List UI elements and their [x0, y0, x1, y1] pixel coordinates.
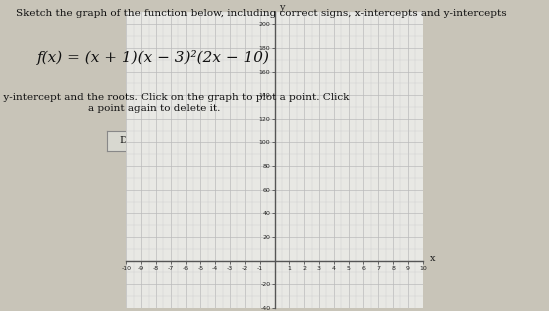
Text: Done plotting: Done plotting: [120, 136, 187, 145]
Text: y: y: [279, 3, 285, 12]
Text: f(x) = (x + 1)(x − 3)²(2x − 10): f(x) = (x + 1)(x − 3)²(2x − 10): [37, 50, 270, 65]
Text: Sketch the graph of the function below, including correct signs, x-intercepts an: Sketch the graph of the function below, …: [16, 9, 507, 18]
Text: Plot the y-intercept and the roots. Click on the graph to plot a point. Click
a : Plot the y-intercept and the roots. Clic…: [0, 93, 349, 113]
Text: x: x: [430, 254, 436, 263]
